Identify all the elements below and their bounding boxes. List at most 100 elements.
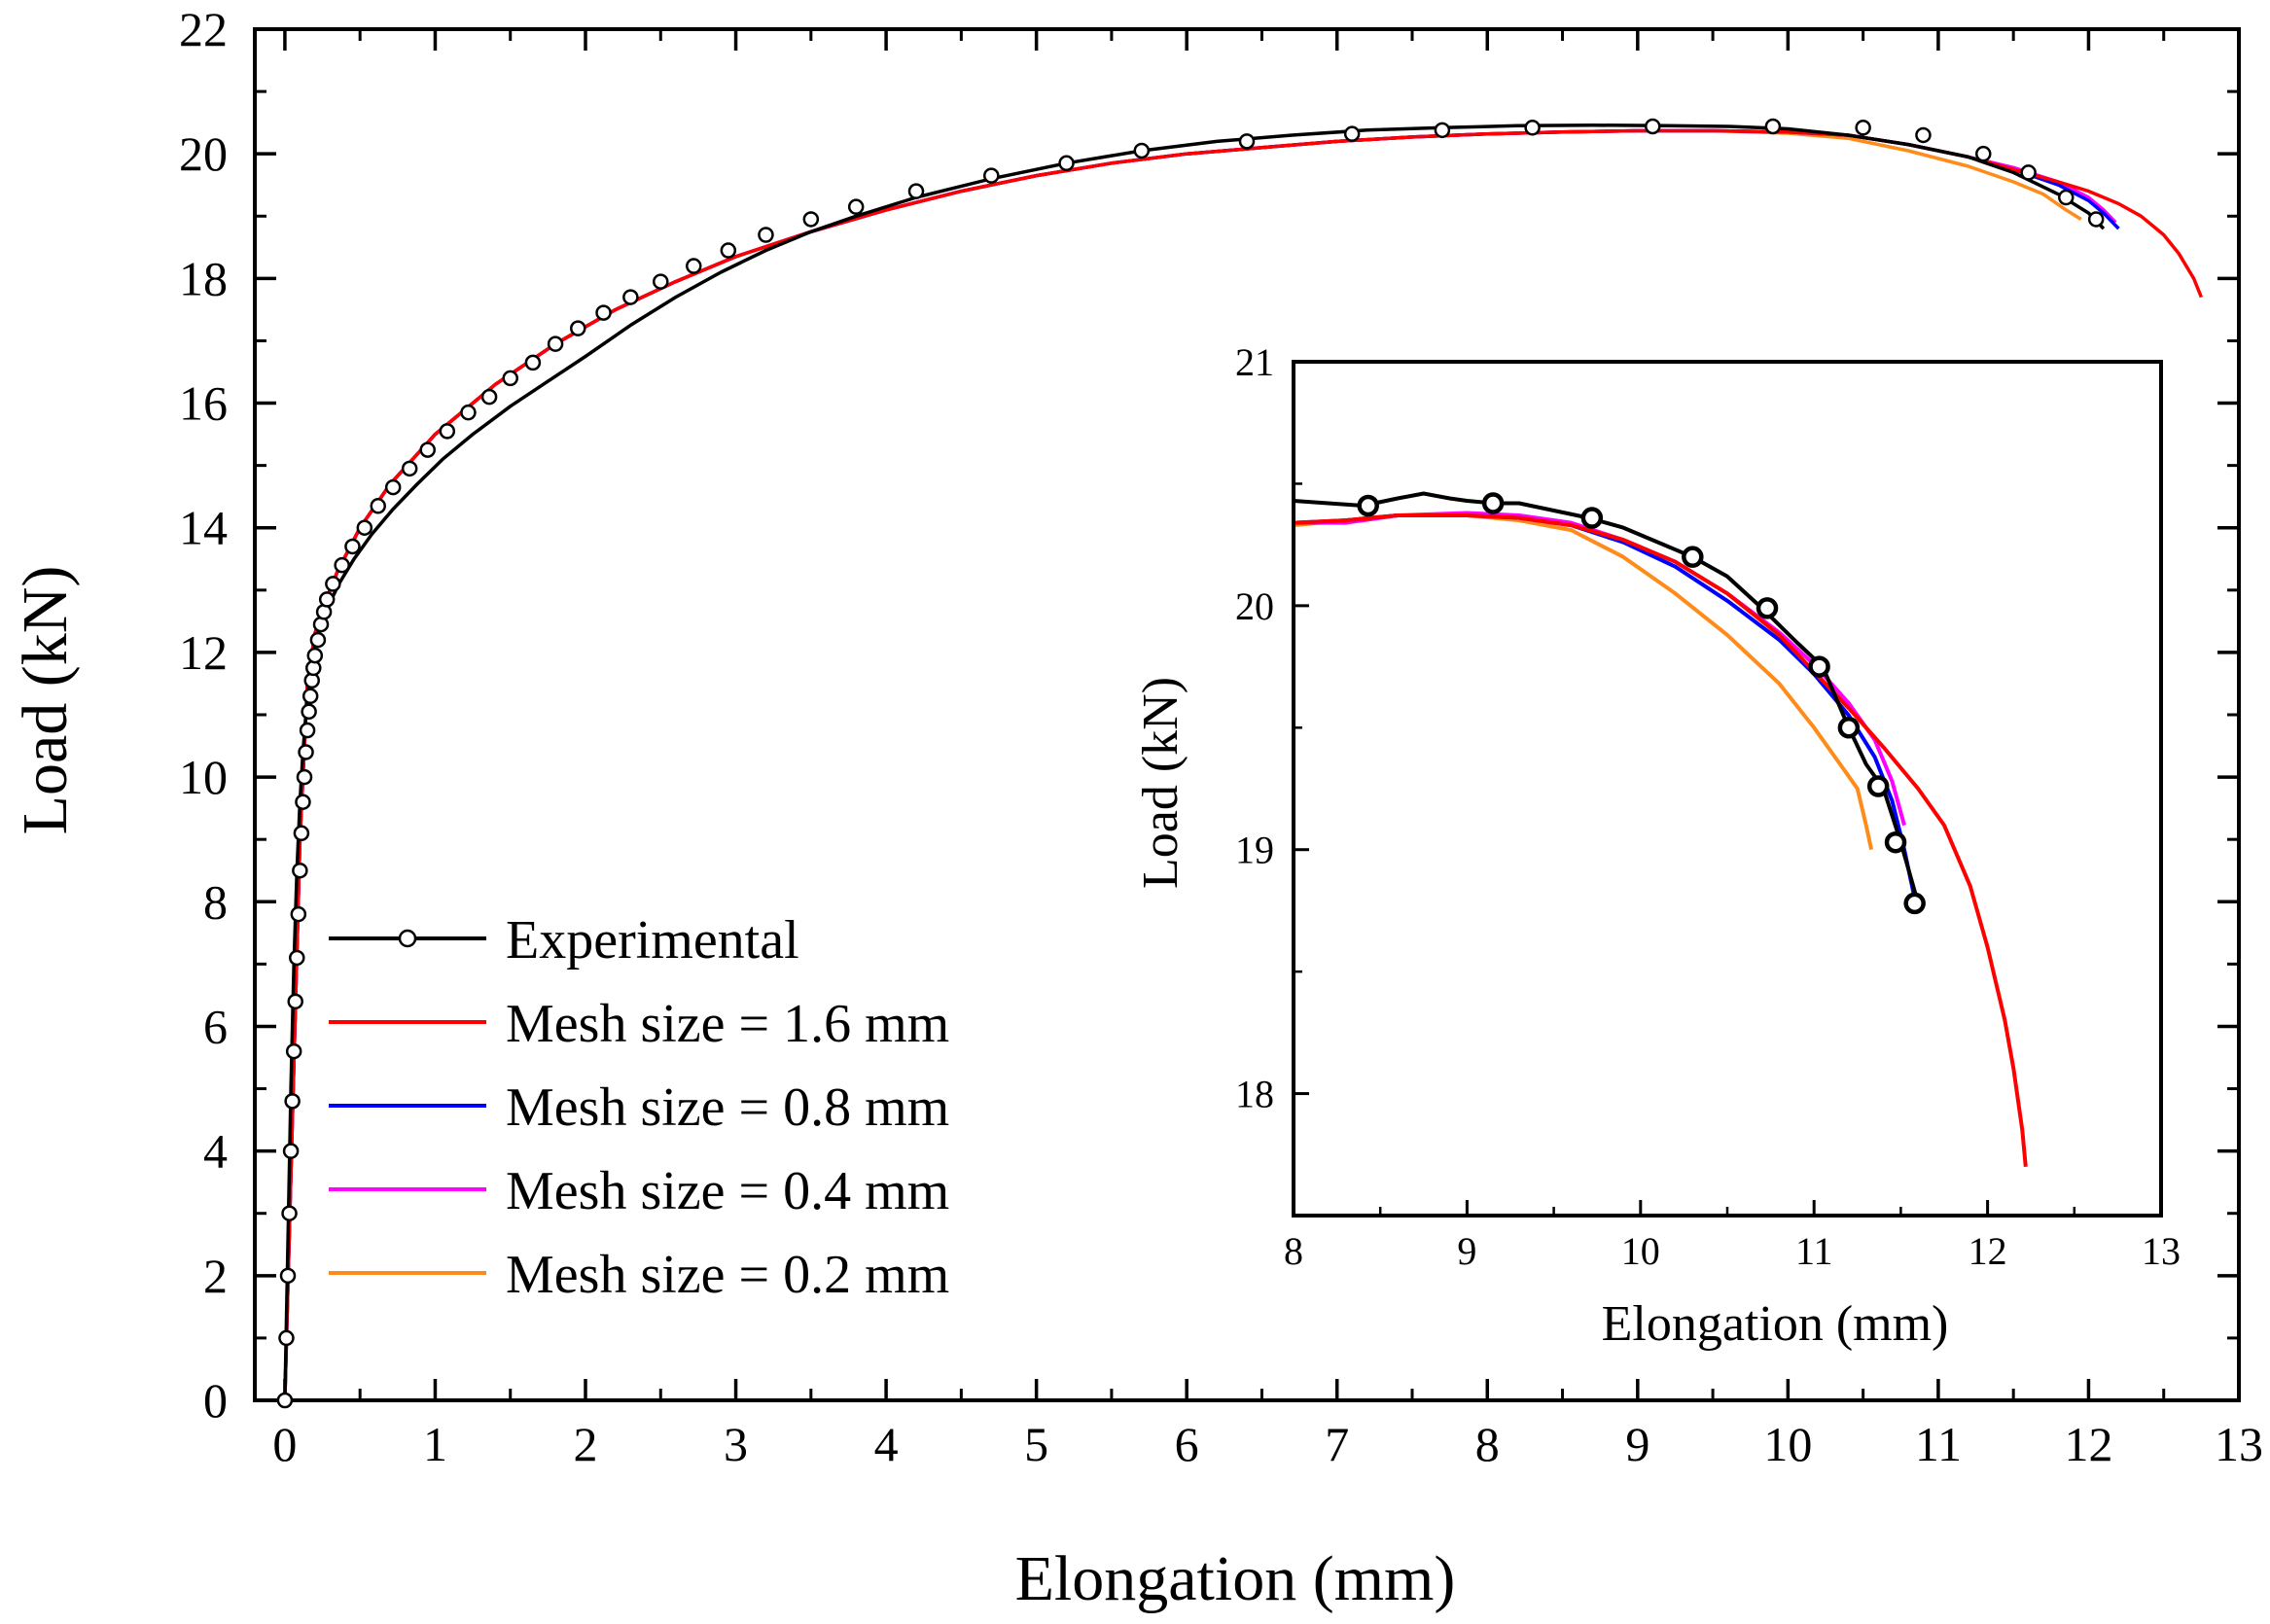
experimental-marker (622, 289, 639, 305)
inset-experimental-marker (1903, 892, 1926, 915)
experimental-marker (847, 198, 865, 215)
inset-experimental-marker (1682, 546, 1704, 568)
experimental-marker (299, 722, 316, 739)
experimental-marker (1343, 125, 1361, 142)
main-series-group (276, 118, 2204, 1409)
experimental-marker (907, 183, 925, 199)
experimental-marker (1238, 133, 1256, 150)
y-axis-title: Load (kN) (10, 566, 81, 835)
legend-marker (398, 929, 417, 948)
inset-x-tick-label: 11 (1795, 1229, 1833, 1273)
experimental-marker (384, 478, 402, 496)
y-tick-label: 6 (203, 999, 228, 1053)
legend-label-mesh-size-0-4-mm: Mesh size = 0.4 mm (506, 1161, 949, 1221)
experimental-marker (301, 703, 317, 721)
experimental-marker (570, 320, 586, 336)
experimental-marker (524, 354, 542, 371)
x-axis-title: Elongation (mm) (1015, 1543, 1456, 1614)
y-tick-label: 4 (203, 1124, 228, 1179)
inset-experimental-marker (1808, 655, 1830, 678)
experimental-marker (318, 591, 336, 608)
legend-label-mesh-size-1-6-mm: Mesh size = 1.6 mm (506, 994, 949, 1054)
experimental-marker (758, 227, 774, 243)
x-tick-label: 1 (423, 1417, 447, 1471)
y-tick-label: 18 (179, 251, 228, 305)
experimental-marker (2087, 211, 2105, 228)
x-tick-label: 7 (1325, 1417, 1349, 1471)
x-tick-label: 12 (2064, 1417, 2112, 1471)
inset-experimental-marker (1357, 494, 1379, 517)
x-tick-label: 2 (574, 1417, 598, 1471)
experimental-marker (1524, 120, 1541, 136)
experimental-marker (306, 647, 324, 664)
y-tick-label: 16 (179, 376, 228, 431)
x-tick-label: 13 (2215, 1417, 2263, 1471)
experimental-marker (285, 1042, 302, 1060)
experimental-marker (287, 993, 303, 1010)
experimental-marker (309, 631, 327, 649)
experimental-marker (278, 1329, 295, 1347)
inset-experimental-marker (1580, 507, 1604, 529)
experimental-marker (502, 370, 518, 387)
y-tick-label: 0 (203, 1373, 228, 1428)
inset-plot-area (1294, 362, 2161, 1216)
y-tick-label: 20 (179, 126, 228, 181)
experimental-marker (295, 794, 311, 810)
experimental-marker (547, 335, 564, 352)
experimental-marker (802, 211, 820, 228)
experimental-marker (276, 1392, 294, 1409)
y-tick-label: 8 (203, 874, 228, 929)
experimental-marker (334, 556, 350, 574)
x-tick-label: 6 (1175, 1417, 1199, 1471)
experimental-marker (325, 576, 341, 592)
experimental-marker (1434, 122, 1451, 139)
inset-y-tick-label: 21 (1235, 340, 1274, 384)
experimental-marker (293, 825, 310, 842)
experimental-marker (284, 1093, 301, 1110)
experimental-marker (439, 423, 456, 440)
inset-experimental-marker (1756, 597, 1779, 619)
inset-experimental-marker (1866, 775, 1890, 797)
experimental-marker (460, 404, 477, 421)
experimental-marker (290, 905, 307, 923)
inset-experimental-marker (1481, 492, 1505, 514)
experimental-marker (720, 242, 737, 259)
experimental-marker (419, 441, 436, 458)
experimental-marker (344, 538, 361, 555)
inset-y-tick-label: 19 (1235, 829, 1274, 872)
experimental-marker (653, 273, 669, 290)
y-tick-label: 2 (203, 1249, 228, 1303)
experimental-marker (281, 1205, 298, 1221)
y-tick-label: 10 (179, 750, 228, 804)
inset-x-tick-label: 10 (1621, 1229, 1660, 1273)
experimental-marker (356, 519, 373, 536)
experimental-marker (1855, 120, 1871, 136)
experimental-marker (289, 949, 305, 967)
x-tick-label: 8 (1475, 1417, 1500, 1471)
experimental-marker (1764, 118, 1782, 135)
experimental-marker (298, 744, 314, 760)
legend-label-experimental: Experimental (506, 910, 799, 971)
inset-plot-frame: 8 9 10 11 12 13 18 19 20 21 (1235, 340, 2181, 1273)
inset-series-group (1294, 491, 2028, 1167)
experimental-marker (1975, 145, 1992, 162)
legend-label-mesh-size-0-2-mm: Mesh size = 0.2 mm (506, 1245, 949, 1305)
experimental-marker (292, 862, 308, 879)
experimental-marker (1133, 142, 1151, 159)
x-tick-label: 0 (272, 1417, 297, 1471)
inset-y-tick-label: 18 (1235, 1073, 1274, 1116)
inset-y-tick-label: 20 (1235, 584, 1274, 628)
inset-x-tick-label: 13 (2142, 1229, 2181, 1273)
legend: Experimental Mesh size = 1.6 mm Mesh size … (329, 910, 949, 1305)
x-tick-label: 9 (1625, 1417, 1649, 1471)
y-tick-label: 22 (179, 2, 228, 56)
experimental-marker (1645, 118, 1661, 135)
legend-label-mesh-size-0-8-mm: Mesh size = 0.8 mm (506, 1077, 949, 1138)
experimental-marker (370, 498, 386, 514)
experimental-marker (480, 388, 498, 406)
y-tick-label: 14 (179, 501, 228, 555)
x-tick-label: 4 (874, 1417, 899, 1471)
inset-x-tick-label: 12 (1969, 1229, 2007, 1273)
